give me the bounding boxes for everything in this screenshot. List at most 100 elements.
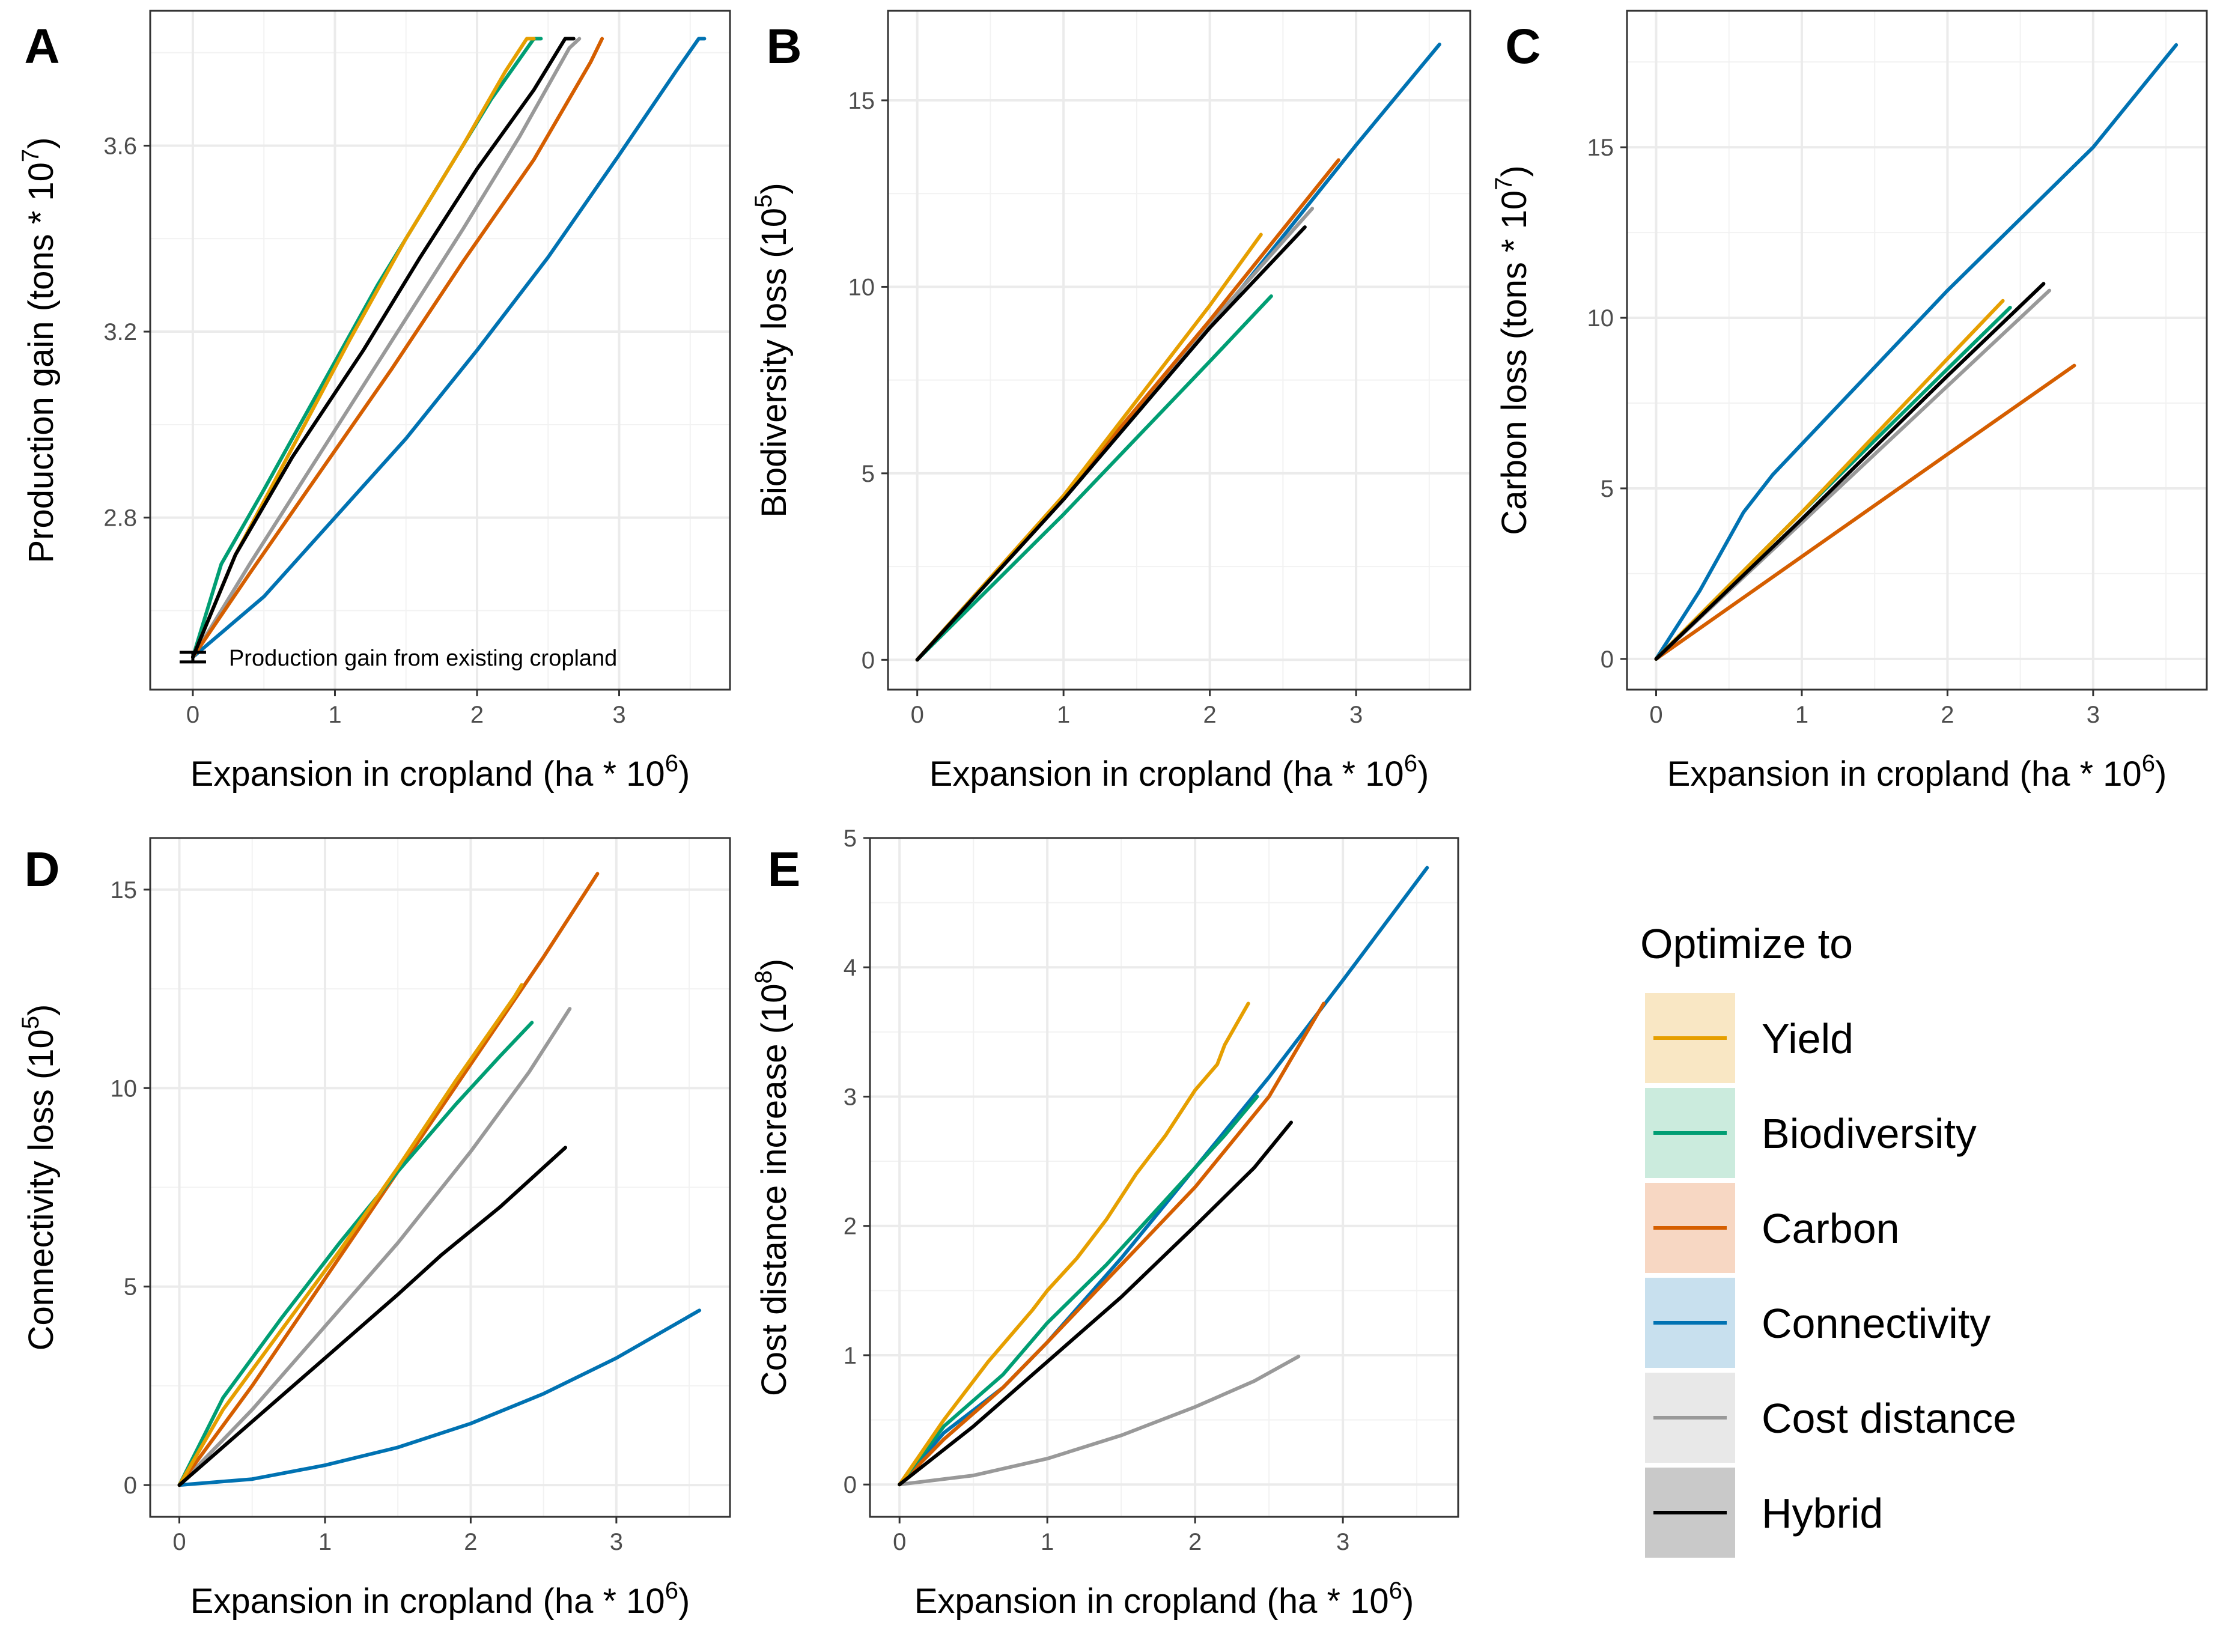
x-tick-label: 0	[911, 702, 924, 728]
x-tick-label: 2	[464, 1529, 477, 1555]
panel-b: 0 1 2 3 0 5 10 15 Expansion in cropland (ha * 10…	[750, 10, 1471, 794]
panel-label-d: D	[24, 842, 59, 897]
y-tick-label: 3.2	[103, 319, 137, 345]
series-line-hybrid	[915, 225, 1307, 662]
x-tick-label: 1	[328, 702, 341, 728]
y-tick-label: 3	[844, 1084, 857, 1110]
x-tick-label: 1	[1041, 1529, 1054, 1555]
series-line-connectivity	[191, 37, 707, 659]
x-tick-label: 2	[1203, 702, 1217, 728]
series-line-yield	[1654, 299, 2005, 661]
baseline-annotation: Production gain from existing cropland	[229, 646, 617, 671]
y-tick-label: 15	[111, 877, 138, 903]
panel-border	[887, 10, 1471, 691]
x-tick-label: 0	[186, 702, 199, 728]
legend-title: Optimize to	[1640, 920, 1853, 967]
y-axis-label: Carbon loss (tons * 107)	[1491, 165, 1534, 535]
panels: Production gain from existing cropland 0 1…	[17, 10, 2208, 1621]
legend-label: Hybrid	[1762, 1490, 1883, 1537]
x-axis-label: Expansion in cropland (ha * 106)	[914, 1578, 1414, 1621]
y-tick-label: 3.6	[103, 133, 137, 159]
plot-area	[150, 838, 730, 1517]
legend-item-cost-distance: Cost distance	[1645, 1373, 2016, 1463]
panel-c: 0 1 2 3 0 5 10 15 Expansion in cropland (ha * 10…	[1491, 10, 2208, 794]
series-line-connectivity	[177, 1308, 702, 1487]
series-line-connectivity	[1654, 43, 2179, 661]
x-tick-label: 2	[470, 702, 484, 728]
y-axis-label: Production gain (tons * 107)	[17, 137, 61, 563]
series-line-hybrid	[177, 1146, 567, 1487]
legend-label: Yield	[1762, 1015, 1854, 1062]
legend-item-hybrid: Hybrid	[1645, 1468, 1883, 1558]
y-tick-label: 5	[844, 825, 857, 852]
series-line-hybrid	[1654, 282, 2046, 661]
legend-label: Connectivity	[1762, 1300, 1990, 1347]
legend-item-carbon: Carbon	[1645, 1183, 1900, 1273]
series-line-yield	[177, 983, 524, 1487]
series-line-carbon	[898, 1001, 1326, 1487]
x-axis-label: Expansion in cropland (ha * 106)	[1667, 750, 2167, 794]
y-axis-label: Biodiversity loss (105)	[750, 183, 794, 517]
series-line-yield	[898, 1001, 1250, 1487]
series-line-hybrid	[898, 1120, 1293, 1487]
legend-label: Carbon	[1762, 1205, 1900, 1252]
y-tick-label: 5	[862, 461, 875, 487]
series-line-cost-distance	[177, 1007, 572, 1487]
panel-border	[149, 10, 731, 691]
x-tick-label: 0	[1649, 702, 1662, 728]
panel-e: 0 1 2 3 0 1 2 3 4 5 Expansion in cropland (ha * 10…	[750, 825, 1459, 1621]
panel-border	[1626, 10, 2208, 691]
x-tick-label: 2	[1188, 1529, 1202, 1555]
y-tick-label: 0	[844, 1472, 857, 1498]
baseline-errorbar	[179, 651, 206, 664]
series-line-hybrid	[191, 37, 576, 659]
x-tick-label: 1	[318, 1529, 332, 1555]
y-tick-label: 15	[1587, 135, 1614, 161]
x-axis-label: Expansion in cropland (ha * 106)	[190, 750, 690, 794]
y-tick-label: 4	[844, 955, 857, 981]
y-tick-label: 10	[1587, 305, 1614, 332]
y-tick-label: 5	[1601, 476, 1614, 502]
legend-item-connectivity: Connectivity	[1645, 1278, 1990, 1368]
x-axis-label: Expansion in cropland (ha * 106)	[929, 750, 1429, 794]
y-tick-label: 10	[848, 274, 875, 300]
y-tick-label: 0	[124, 1472, 137, 1499]
x-tick-label: 3	[1349, 702, 1363, 728]
legend-item-yield: Yield	[1645, 993, 1854, 1083]
y-tick-label: 0	[1601, 646, 1614, 673]
series-line-carbon	[1654, 363, 2076, 661]
panel-label-c: C	[1505, 19, 1540, 74]
panel-border	[149, 837, 731, 1518]
series-line-biodiversity	[898, 1095, 1259, 1487]
y-tick-label: 2.8	[103, 505, 137, 532]
x-tick-label: 1	[1057, 702, 1070, 728]
y-axis-label: Connectivity loss (105)	[17, 1004, 61, 1351]
series-line-cost-distance	[898, 1355, 1301, 1487]
x-tick-label: 0	[172, 1529, 186, 1555]
series-line-cost-distance	[191, 37, 582, 659]
panel-a: Production gain from existing cropland 0 1…	[17, 10, 731, 794]
panel-border	[869, 837, 1459, 1518]
x-tick-label: 1	[1795, 702, 1808, 728]
y-tick-label: 15	[848, 88, 875, 114]
legend-item-biodiversity: Biodiversity	[1645, 1088, 1977, 1178]
x-tick-label: 3	[612, 702, 625, 728]
x-tick-label: 3	[2087, 702, 2100, 728]
y-tick-label: 1	[844, 1343, 857, 1369]
series-line-biodiversity	[915, 294, 1273, 662]
y-tick-label: 0	[862, 647, 875, 673]
y-tick-label: 2	[844, 1213, 857, 1240]
x-tick-label: 3	[610, 1529, 623, 1555]
series-line-biodiversity	[191, 37, 543, 659]
y-axis-label: Cost distance increase (108)	[750, 959, 794, 1396]
y-tick-label: 10	[111, 1075, 138, 1102]
panel-label-b: B	[766, 19, 801, 74]
x-axis-label: Expansion in cropland (ha * 106)	[190, 1578, 690, 1621]
x-tick-label: 3	[1336, 1529, 1349, 1555]
legend: Optimize to Yield Biodiversity Carbon Connec…	[1640, 920, 2016, 1558]
panel-d: 0 1 2 3 0 5 10 15 Expansion in cropland (ha * 10…	[17, 837, 731, 1621]
x-tick-label: 2	[1941, 702, 1954, 728]
x-tick-label: 0	[893, 1529, 906, 1555]
y-tick-label: 5	[124, 1274, 137, 1301]
